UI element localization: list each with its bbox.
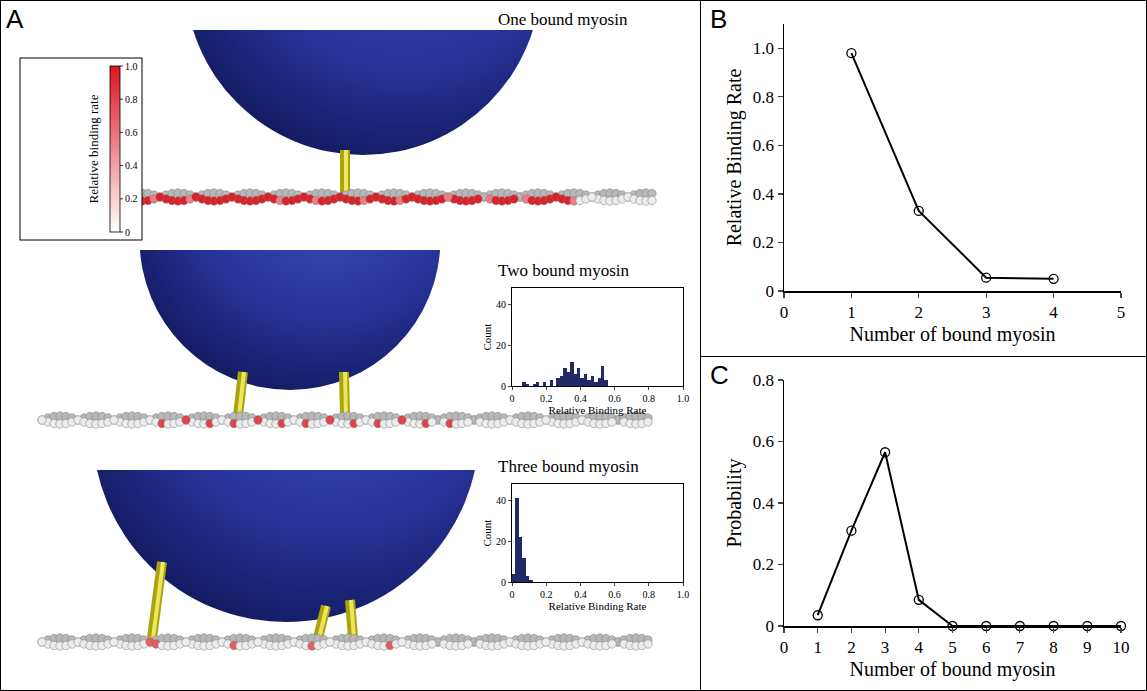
svg-text:5: 5: [1117, 303, 1126, 322]
svg-text:1.0: 1.0: [677, 589, 690, 600]
svg-text:0.2: 0.2: [540, 393, 553, 404]
svg-text:0: 0: [510, 589, 515, 600]
svg-text:0.2: 0.2: [540, 589, 553, 600]
svg-text:Count: Count: [481, 324, 493, 351]
svg-text:One bound myosin: One bound myosin: [498, 10, 628, 29]
svg-text:0.2: 0.2: [753, 555, 774, 574]
svg-text:0.2: 0.2: [125, 193, 138, 204]
svg-text:0.6: 0.6: [608, 393, 621, 404]
svg-text:0.8: 0.8: [125, 94, 138, 105]
svg-text:Probability: Probability: [723, 459, 746, 548]
svg-text:0: 0: [501, 381, 506, 392]
svg-text:1.0: 1.0: [753, 39, 774, 58]
svg-text:0.8: 0.8: [643, 589, 656, 600]
svg-text:0.4: 0.4: [753, 185, 775, 204]
svg-text:20: 20: [496, 340, 506, 351]
html-text:B: B: [710, 4, 728, 34]
svg-text:0: 0: [780, 303, 789, 322]
svg-text:10: 10: [1113, 638, 1130, 657]
svg-text:4: 4: [915, 638, 924, 657]
svg-text:5: 5: [948, 638, 957, 657]
svg-text:3: 3: [982, 303, 991, 322]
svg-text:0: 0: [766, 617, 775, 636]
svg-text:40: 40: [496, 299, 506, 310]
svg-text:0: 0: [125, 227, 130, 238]
svg-text:Three bound myosin: Three bound myosin: [498, 457, 639, 476]
svg-text:1.0: 1.0: [677, 393, 690, 404]
svg-text:Relative binding rate: Relative binding rate: [86, 94, 101, 203]
svg-text:2: 2: [847, 638, 856, 657]
svg-text:1: 1: [813, 638, 822, 657]
svg-text:0.4: 0.4: [574, 393, 587, 404]
svg-text:Two bound myosin: Two bound myosin: [498, 261, 630, 280]
svg-text:0.6: 0.6: [608, 589, 621, 600]
html-text:C: C: [710, 360, 729, 390]
svg-text:0.6: 0.6: [125, 127, 138, 138]
svg-text:3: 3: [881, 638, 890, 657]
svg-text:0: 0: [510, 393, 515, 404]
svg-text:0.8: 0.8: [753, 88, 774, 107]
svg-text:0.4: 0.4: [574, 589, 587, 600]
svg-text:0.4: 0.4: [125, 160, 138, 171]
html-text:A: A: [6, 4, 24, 34]
svg-text:6: 6: [982, 638, 991, 657]
svg-text:2: 2: [915, 303, 924, 322]
svg-text:7: 7: [1016, 638, 1025, 657]
svg-text:9: 9: [1083, 638, 1092, 657]
svg-text:Relative Binding Rate: Relative Binding Rate: [549, 600, 647, 612]
svg-text:0: 0: [766, 282, 775, 301]
svg-text:0.2: 0.2: [753, 233, 774, 252]
svg-text:4: 4: [1049, 303, 1058, 322]
svg-text:0.6: 0.6: [753, 136, 774, 155]
svg-text:20: 20: [496, 536, 506, 547]
svg-text:0.8: 0.8: [643, 393, 656, 404]
svg-text:Count: Count: [481, 520, 493, 547]
svg-text:8: 8: [1049, 638, 1058, 657]
svg-text:0.4: 0.4: [753, 494, 775, 513]
svg-text:0: 0: [780, 638, 789, 657]
svg-text:Relative Binding Rate: Relative Binding Rate: [549, 404, 647, 416]
svg-text:1.0: 1.0: [125, 61, 138, 72]
svg-text:0.6: 0.6: [753, 432, 774, 451]
svg-text:0.8: 0.8: [753, 371, 774, 390]
svg-text:1: 1: [847, 303, 856, 322]
svg-text:Relative Binding Rate: Relative Binding Rate: [723, 69, 746, 247]
svg-text:40: 40: [496, 495, 506, 506]
svg-text:Number of bound myosin: Number of bound myosin: [849, 323, 1055, 346]
svg-text:0: 0: [501, 577, 506, 588]
svg-text:Number of bound myosin: Number of bound myosin: [849, 658, 1055, 681]
